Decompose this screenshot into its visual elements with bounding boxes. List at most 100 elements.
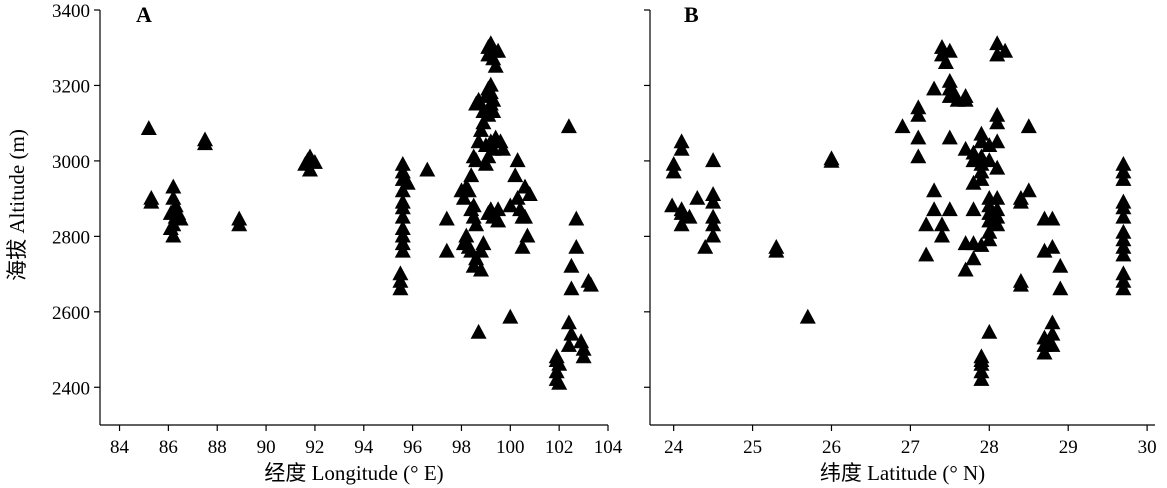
data-point [519,227,536,243]
data-point [973,133,990,149]
data-point [475,235,492,251]
data-point [997,42,1014,58]
data-point [563,257,580,273]
data-point [472,242,490,258]
data-point [516,208,534,224]
data-point [989,159,1006,175]
data-point [560,337,577,352]
x-axis-title: 经度 Longitude (° E) [264,461,443,485]
data-point [933,227,951,243]
data-point [918,246,935,262]
x-tick-label: 27 [901,437,920,458]
x-tick-label: 102 [545,437,574,458]
y-tick-label: 2800 [52,227,90,248]
data-point [1044,210,1061,226]
data-point [165,227,182,243]
data-point [392,280,409,296]
data-point [568,210,585,226]
data-point [664,197,681,213]
data-point [705,152,722,168]
data-point [989,106,1006,122]
data-point [673,216,690,232]
data-point [1052,280,1069,296]
data-point [1036,344,1053,360]
data-point [465,148,482,164]
data-point [463,167,480,183]
x-tick-label: 84 [110,437,130,458]
data-point [475,114,492,130]
data-point [823,152,840,168]
data-point [910,106,927,122]
x-tick-label: 28 [980,437,999,458]
data-point [472,122,490,137]
data-point [1044,238,1061,254]
x-tick-label: 29 [1059,437,1078,458]
x-tick-label: 90 [257,437,276,458]
data-point [514,238,531,254]
data-point [973,171,990,186]
data-point [582,276,599,292]
data-point [140,120,157,135]
data-point [143,193,160,209]
data-point [768,242,785,258]
data-point [941,42,958,58]
data-point [910,129,927,145]
data-point [973,371,990,386]
data-point [485,208,502,224]
data-point [472,261,490,277]
x-tick-label: 88 [208,437,227,458]
data-point [460,182,477,198]
data-point [705,227,722,243]
data-point [509,189,526,205]
y-tick-label: 3400 [52,1,90,22]
data-point [301,161,319,177]
data-point [937,54,954,69]
data-point [705,193,722,209]
y-tick-label: 2400 [52,378,90,399]
data-point [926,80,943,96]
data-point [697,238,714,254]
data-point [989,216,1006,232]
data-point [926,201,943,217]
panel-label: A [136,2,152,27]
data-point [521,186,538,201]
x-axis-title: 纬度 Latitude (° N) [820,461,985,485]
data-point [568,238,585,254]
data-point [965,144,982,160]
data-point [1115,246,1132,262]
x-tick-label: 94 [354,437,374,458]
data-point [468,216,485,232]
data-point [455,189,472,205]
data-point [665,163,682,179]
data-point [494,140,512,156]
data-point [1115,280,1132,296]
data-point [973,163,990,179]
data-point [941,129,958,145]
data-point [551,374,568,390]
data-point [1115,208,1132,224]
data-point [487,57,504,73]
data-point [681,208,698,224]
data-point [965,250,982,266]
x-tick-label: 26 [822,437,841,458]
data-point [933,39,951,54]
data-point [563,325,580,341]
data-point [926,182,943,198]
data-point [1012,193,1029,209]
panel-b-latitude-chart: 24 25 26 27 28 29 30 纬度 Latitude (° N) B [644,2,1157,485]
data-point [918,216,935,232]
data-point [989,133,1006,149]
data-point [941,201,958,217]
data-point [673,140,690,156]
data-point [1115,171,1132,186]
x-tick-label: 96 [403,437,422,458]
data-point [438,242,455,258]
y-tick-label: 3000 [52,152,90,173]
data-point [438,210,455,226]
x-tick-label: 25 [743,437,762,458]
data-point [910,148,927,164]
data-point [894,118,911,134]
data-point [394,242,411,258]
data-point [965,201,982,217]
